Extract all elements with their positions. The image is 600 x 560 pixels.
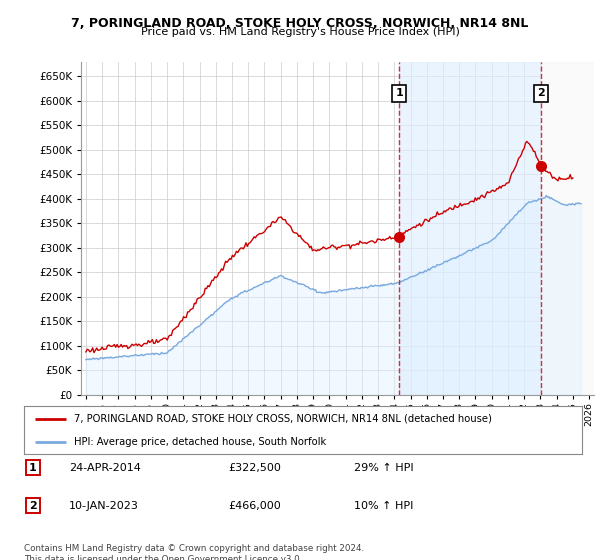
Text: 2: 2: [537, 88, 545, 99]
Text: Contains HM Land Registry data © Crown copyright and database right 2024.
This d: Contains HM Land Registry data © Crown c…: [24, 544, 364, 560]
Text: 7, PORINGLAND ROAD, STOKE HOLY CROSS, NORWICH, NR14 8NL: 7, PORINGLAND ROAD, STOKE HOLY CROSS, NO…: [71, 17, 529, 30]
Text: 2: 2: [29, 501, 37, 511]
Text: 29% ↑ HPI: 29% ↑ HPI: [354, 463, 413, 473]
Text: Price paid vs. HM Land Registry's House Price Index (HPI): Price paid vs. HM Land Registry's House …: [140, 27, 460, 37]
Text: £466,000: £466,000: [228, 501, 281, 511]
Text: 10-JAN-2023: 10-JAN-2023: [69, 501, 139, 511]
Bar: [541, 62, 594, 395]
Text: 7, PORINGLAND ROAD, STOKE HOLY CROSS, NORWICH, NR14 8NL (detached house): 7, PORINGLAND ROAD, STOKE HOLY CROSS, NO…: [74, 414, 492, 424]
Text: 1: 1: [29, 463, 37, 473]
Bar: [400, 62, 541, 395]
Text: HPI: Average price, detached house, South Norfolk: HPI: Average price, detached house, Sout…: [74, 437, 326, 447]
Text: 1: 1: [395, 88, 403, 99]
Bar: [541, 62, 594, 395]
Text: 10% ↑ HPI: 10% ↑ HPI: [354, 501, 413, 511]
Text: 24-APR-2014: 24-APR-2014: [69, 463, 141, 473]
Bar: [541, 62, 594, 395]
Text: £322,500: £322,500: [228, 463, 281, 473]
